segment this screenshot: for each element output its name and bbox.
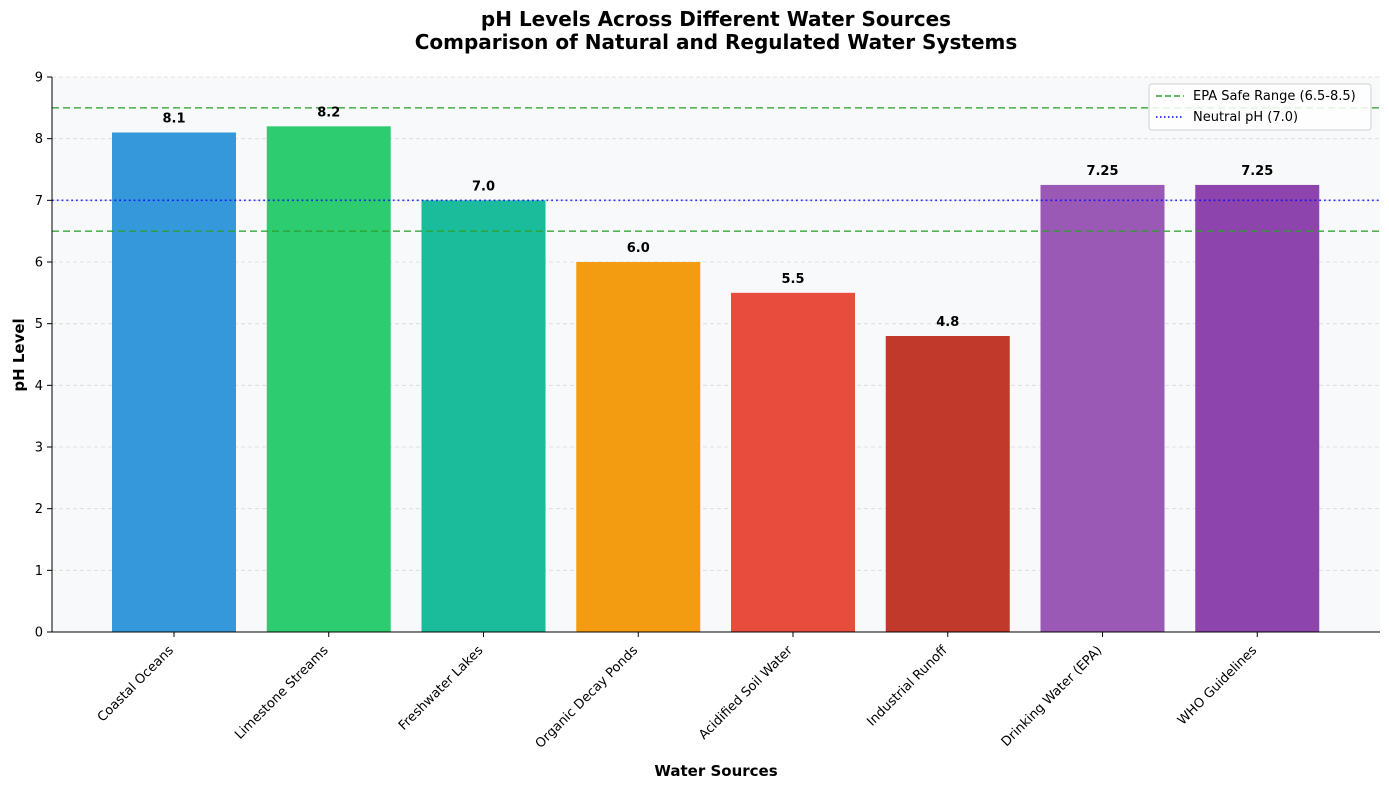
x-tick-label: Coastal Oceans <box>95 643 177 725</box>
y-tick-labels: 0 1 2 3 4 5 6 7 8 9 <box>35 71 52 641</box>
bar <box>421 200 546 633</box>
legend-box <box>1148 83 1372 131</box>
y-tick-label: 3 <box>35 441 43 456</box>
y-axis-label: pH Level <box>10 318 28 391</box>
x-tick-labels: Coastal Oceans Limestone Streams Freshwate… <box>95 632 1260 752</box>
x-tick-label: Freshwater Lakes <box>396 643 487 734</box>
y-tick-label: 4 <box>35 379 43 394</box>
y-tick-label: 8 <box>35 132 43 147</box>
y-tick-label: 5 <box>35 317 43 332</box>
y-tick-label: 0 <box>35 626 43 641</box>
x-axis-label: Water Sources <box>654 762 777 780</box>
y-tick-label: 1 <box>35 564 43 579</box>
bar <box>1195 184 1320 632</box>
plot-area <box>52 77 1380 632</box>
x-tick-label: Limestone Streams <box>232 643 332 743</box>
bar-value-label: 8.1 <box>162 112 185 127</box>
y-tick-label: 9 <box>35 71 43 86</box>
bar <box>112 132 236 632</box>
bars <box>112 126 1320 633</box>
chart-title: pH Levels Across Different Water Sources <box>481 7 951 31</box>
bar <box>885 336 1010 632</box>
bar-value-label: 7.0 <box>472 179 495 194</box>
y-tick-label: 2 <box>35 502 43 517</box>
axes <box>51 77 1380 633</box>
legend-item-epa: EPA Safe Range (6.5-8.5) <box>1193 89 1356 104</box>
bar <box>731 292 855 632</box>
legend-item-neutral: Neutral pH (7.0) <box>1193 110 1298 125</box>
bar-value-label: 5.5 <box>781 272 804 287</box>
chart-subtitle: Comparison of Natural and Regulated Wate… <box>415 30 1018 54</box>
bar <box>576 262 701 632</box>
x-tick-label: Acidified Soil Water <box>696 643 796 743</box>
bar-value-label: 8.2 <box>317 105 340 120</box>
legend: EPA Safe Range (6.5-8.5) Neutral pH (7.0… <box>1148 83 1372 131</box>
y-tick-label: 7 <box>35 194 43 209</box>
x-tick-label: Industrial Runoff <box>864 642 951 729</box>
bar-value-label: 4.8 <box>936 315 959 330</box>
bar-value-label: 6.0 <box>627 241 650 256</box>
value-labels: 8.1 8.2 7.0 6.0 5.5 4.8 7.25 7.25 <box>162 105 1273 330</box>
bar <box>1040 184 1165 632</box>
bar-value-label: 7.25 <box>1086 164 1118 179</box>
x-tick-label: WHO Guidelines <box>1175 643 1260 728</box>
x-tick-label: Drinking Water (EPA) <box>999 643 1106 750</box>
bar-value-label: 7.25 <box>1241 164 1273 179</box>
y-tick-label: 6 <box>35 256 43 271</box>
x-tick-label: Organic Decay Ponds <box>533 643 642 752</box>
bar <box>266 126 391 632</box>
